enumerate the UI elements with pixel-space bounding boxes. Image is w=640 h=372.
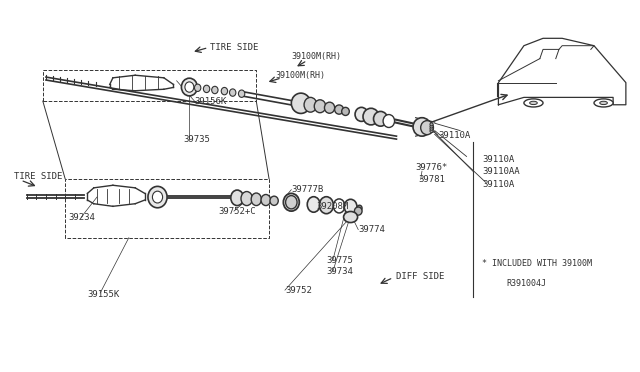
Ellipse shape bbox=[231, 190, 244, 206]
Ellipse shape bbox=[181, 78, 197, 96]
Ellipse shape bbox=[355, 108, 368, 121]
Ellipse shape bbox=[239, 90, 245, 97]
Ellipse shape bbox=[230, 89, 236, 96]
Text: 39110A: 39110A bbox=[483, 180, 515, 189]
Ellipse shape bbox=[530, 101, 538, 105]
Ellipse shape bbox=[270, 196, 278, 205]
Text: TIRE SIDE: TIRE SIDE bbox=[14, 171, 63, 180]
Text: 39208M: 39208M bbox=[317, 202, 349, 211]
Ellipse shape bbox=[241, 192, 252, 206]
Ellipse shape bbox=[524, 99, 543, 107]
Ellipse shape bbox=[333, 199, 345, 213]
Text: 39776*: 39776* bbox=[415, 163, 448, 172]
Ellipse shape bbox=[185, 82, 194, 92]
Ellipse shape bbox=[152, 191, 163, 203]
Ellipse shape bbox=[221, 87, 228, 95]
Text: 39110A: 39110A bbox=[438, 131, 470, 140]
Ellipse shape bbox=[363, 108, 379, 125]
Ellipse shape bbox=[195, 84, 201, 92]
Ellipse shape bbox=[344, 199, 357, 214]
Text: 39752: 39752 bbox=[285, 286, 312, 295]
Ellipse shape bbox=[342, 108, 349, 115]
Ellipse shape bbox=[430, 129, 433, 132]
Ellipse shape bbox=[355, 207, 362, 215]
Ellipse shape bbox=[420, 121, 433, 135]
Ellipse shape bbox=[594, 99, 613, 107]
Ellipse shape bbox=[344, 211, 358, 222]
Ellipse shape bbox=[212, 86, 218, 94]
Ellipse shape bbox=[285, 196, 297, 209]
Ellipse shape bbox=[600, 101, 607, 105]
Text: 39100M(RH): 39100M(RH) bbox=[275, 71, 325, 80]
Ellipse shape bbox=[383, 115, 394, 128]
Text: 39734: 39734 bbox=[326, 267, 353, 276]
Text: * INCLUDED WITH 39100M: * INCLUDED WITH 39100M bbox=[483, 259, 593, 268]
Ellipse shape bbox=[374, 112, 388, 126]
Ellipse shape bbox=[335, 105, 344, 114]
Ellipse shape bbox=[307, 197, 320, 212]
Text: 39781: 39781 bbox=[419, 175, 445, 184]
Ellipse shape bbox=[430, 127, 433, 130]
Ellipse shape bbox=[357, 205, 362, 211]
Text: TIRE SIDE: TIRE SIDE bbox=[211, 43, 259, 52]
Ellipse shape bbox=[204, 85, 210, 93]
Text: 39234: 39234 bbox=[68, 213, 95, 222]
Ellipse shape bbox=[324, 102, 335, 113]
Ellipse shape bbox=[430, 123, 433, 126]
Text: 39774: 39774 bbox=[358, 225, 385, 234]
Text: 39110A: 39110A bbox=[483, 155, 515, 164]
Ellipse shape bbox=[148, 186, 167, 208]
Ellipse shape bbox=[314, 100, 326, 113]
Text: 39155K: 39155K bbox=[88, 291, 120, 299]
Ellipse shape bbox=[319, 197, 333, 214]
Text: 39735: 39735 bbox=[183, 135, 210, 144]
Text: 39156K: 39156K bbox=[195, 97, 227, 106]
Text: 39775: 39775 bbox=[326, 256, 353, 265]
Ellipse shape bbox=[304, 97, 317, 112]
Text: R391004J: R391004J bbox=[506, 279, 546, 288]
Ellipse shape bbox=[251, 193, 261, 206]
Ellipse shape bbox=[284, 193, 300, 211]
Ellipse shape bbox=[261, 195, 271, 206]
Text: DIFF SIDE: DIFF SIDE bbox=[396, 272, 445, 281]
Ellipse shape bbox=[413, 118, 431, 136]
Text: 39777B: 39777B bbox=[291, 185, 324, 194]
Ellipse shape bbox=[430, 125, 433, 128]
Text: 39100M(RH): 39100M(RH) bbox=[291, 52, 341, 61]
Ellipse shape bbox=[291, 93, 310, 113]
Text: 39752+C: 39752+C bbox=[218, 206, 255, 216]
Text: 39110AA: 39110AA bbox=[483, 167, 520, 176]
